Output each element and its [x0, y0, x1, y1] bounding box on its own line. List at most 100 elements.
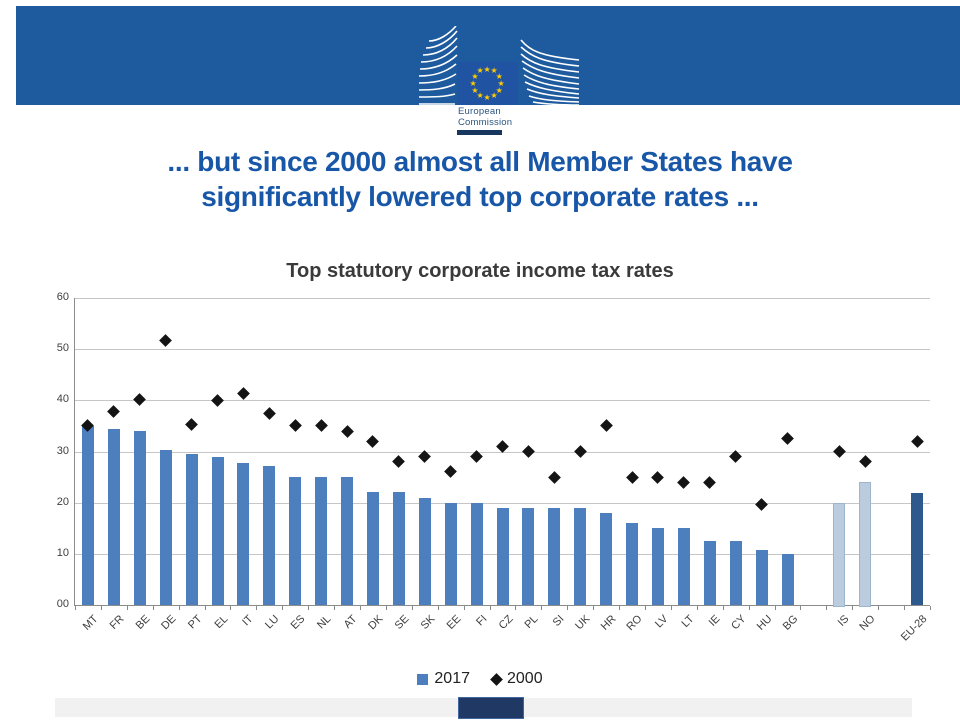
- eu-star-icon: ★: [483, 64, 491, 74]
- x-axis-tick: [826, 606, 827, 610]
- bar-SK: [419, 498, 431, 605]
- x-axis-tick: [852, 606, 853, 610]
- x-axis-tick: [101, 606, 102, 610]
- eu-star-icon: ★: [495, 85, 503, 95]
- x-axis-tick: [282, 606, 283, 610]
- x-axis-tick: [308, 606, 309, 610]
- x-axis-tick: [619, 606, 620, 610]
- legend-item-2017: 2017: [417, 670, 470, 688]
- marker-IE: [703, 476, 716, 489]
- x-axis-tick: [775, 606, 776, 610]
- eu-star-icon: ★: [497, 78, 505, 88]
- marker-EU-28: [911, 435, 924, 448]
- slide-title: ... but since 2000 almost all Member Sta…: [0, 144, 960, 214]
- marker-DE: [159, 334, 172, 347]
- eu-star-icon: ★: [495, 71, 503, 81]
- x-axis-tick: [671, 606, 672, 610]
- x-axis-tick: [930, 606, 931, 610]
- slide-title-line1: ... but since 2000 almost all Member Sta…: [167, 146, 793, 177]
- footer-accent-rect: [458, 697, 524, 719]
- gridline: [75, 503, 930, 504]
- x-label-EU-28: EU-28: [898, 613, 930, 644]
- marker-NO: [859, 455, 872, 468]
- bar-HU: [756, 550, 768, 605]
- x-axis-tick: [386, 606, 387, 610]
- marker-PT: [185, 418, 198, 431]
- bar-SE: [393, 492, 405, 605]
- marker-CZ: [496, 440, 509, 453]
- x-axis-tick: [723, 606, 724, 610]
- marker-BG: [781, 432, 794, 445]
- legend-diamond-icon: [490, 672, 503, 686]
- x-axis-tick: [205, 606, 206, 610]
- bar-BG: [782, 554, 794, 605]
- header-banner: ★ ★ ★ ★ ★ ★ ★ ★ ★ ★ ★ ★: [16, 6, 960, 106]
- eu-star-icon: ★: [469, 78, 477, 88]
- legend-item-2000: 2000: [490, 670, 543, 688]
- bar-NO: [859, 482, 871, 607]
- x-axis-tick: [749, 606, 750, 610]
- marker-LU: [263, 407, 276, 420]
- x-axis-tick: [334, 606, 335, 610]
- marker-BE: [133, 393, 146, 406]
- ec-logo-underline: [457, 130, 502, 135]
- ec-logo-line2: Commission: [458, 116, 513, 128]
- y-axis-label: 30: [56, 445, 69, 457]
- eu-star-icon: ★: [483, 92, 491, 102]
- y-axis-line: [74, 298, 75, 606]
- bar-PT: [186, 454, 198, 605]
- bar-LU: [263, 466, 275, 605]
- x-axis-tick: [645, 606, 646, 610]
- bar-MT: [82, 426, 94, 605]
- x-axis-tick: [567, 606, 568, 610]
- marker-DK: [366, 435, 379, 448]
- x-axis-tick: [230, 606, 231, 610]
- y-axis-label: 60: [56, 291, 69, 303]
- marker-IT: [237, 387, 250, 400]
- bar-IE: [704, 541, 716, 605]
- chart-title: Top statutory corporate income tax rates: [286, 260, 674, 282]
- x-axis-tick: [490, 606, 491, 610]
- legend-square-icon: [417, 673, 429, 685]
- marker-LT: [677, 476, 690, 489]
- marker-FR: [107, 405, 120, 418]
- x-axis-tick: [179, 606, 180, 610]
- x-axis-tick: [127, 606, 128, 610]
- marker-UK: [574, 445, 587, 458]
- x-axis-line: [74, 605, 930, 606]
- bar-PL: [522, 508, 534, 605]
- ec-logo-line1: European: [458, 106, 501, 117]
- x-axis-tick: [800, 606, 801, 610]
- bar-BE: [134, 431, 146, 605]
- bar-SI: [548, 508, 560, 605]
- x-axis-tick: [464, 606, 465, 610]
- eu-flag: ★ ★ ★ ★ ★ ★ ★ ★ ★ ★ ★ ★: [457, 62, 518, 105]
- ec-logo-caption: European Commission: [458, 106, 513, 128]
- marker-AT: [341, 425, 354, 438]
- y-axis-label: 00: [56, 598, 69, 610]
- bar-AT: [341, 477, 353, 605]
- y-axis-label: 40: [56, 393, 69, 405]
- gridline: [75, 400, 930, 401]
- bar-EE: [445, 503, 457, 605]
- marker-NL: [315, 419, 328, 432]
- marker-RO: [626, 471, 639, 484]
- ec-logo-left-swoosh: [419, 26, 458, 105]
- bar-CY: [730, 541, 742, 605]
- y-axis-label: 20: [56, 496, 69, 508]
- x-axis-tick: [515, 606, 516, 610]
- y-axis-label: 10: [56, 547, 69, 559]
- marker-HR: [600, 419, 613, 432]
- bar-RO: [626, 523, 638, 605]
- chart-legend: 2017 2000: [0, 670, 960, 688]
- eu-star-icon: ★: [476, 90, 484, 100]
- x-axis-tick: [153, 606, 154, 610]
- y-axis-label: 50: [56, 342, 69, 354]
- bar-HR: [600, 513, 612, 605]
- bar-FR: [108, 429, 120, 605]
- gridline: [75, 298, 930, 299]
- bar-FI: [471, 503, 483, 605]
- gridline: [75, 349, 930, 350]
- bar-EL: [212, 457, 224, 605]
